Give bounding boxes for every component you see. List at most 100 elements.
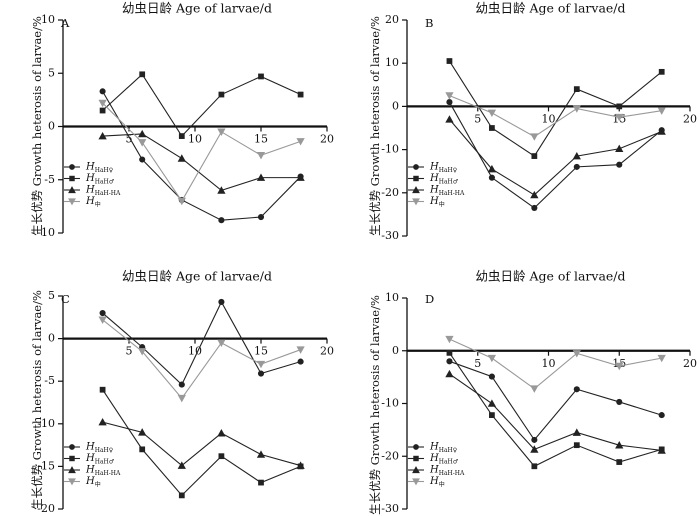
data-point	[256, 173, 266, 181]
x-tick-label: 10	[542, 112, 556, 125]
chart-title: 幼虫日龄 Age of larvae/d	[122, 1, 272, 16]
series-4	[445, 335, 666, 393]
data-point	[177, 394, 186, 403]
data-point	[177, 154, 186, 162]
legend-marker	[68, 198, 76, 206]
legend-marker	[68, 466, 76, 474]
data-point	[217, 339, 226, 347]
series-line	[102, 102, 301, 203]
legend-marker	[412, 478, 420, 486]
x-tick-label: 20	[683, 112, 697, 125]
legend-label: HHaH♂	[85, 173, 114, 185]
data-point	[615, 362, 624, 371]
series-line	[102, 421, 301, 467]
data-point	[217, 186, 226, 194]
legend-label: H中	[429, 196, 445, 208]
x-tick-label: 20	[320, 133, 334, 146]
data-point	[530, 133, 539, 141]
panel-label: A	[60, 16, 70, 30]
data-point	[217, 429, 226, 437]
data-point	[446, 58, 453, 64]
series-line	[102, 389, 301, 497]
data-point	[657, 127, 666, 135]
y-tick-label: -5	[44, 173, 55, 186]
data-point	[256, 450, 266, 458]
y-tick-label: 10	[41, 13, 55, 26]
legend-subscript: 中	[95, 200, 101, 208]
series-line	[102, 319, 301, 400]
y-tick-label: -20	[37, 502, 55, 515]
data-point	[657, 446, 666, 454]
y-tick-label: -20	[381, 449, 399, 462]
data-point	[139, 446, 146, 453]
legend-subscript: HaH♀	[439, 167, 457, 174]
series-1	[99, 298, 304, 388]
data-point	[297, 91, 304, 98]
data-point	[98, 99, 107, 108]
legend-label: H中	[85, 476, 101, 488]
data-point	[178, 133, 185, 139]
legend-label: HHaH♂	[85, 453, 114, 465]
x-tick-label: 10	[188, 133, 202, 146]
data-point	[256, 360, 266, 369]
panel-label: D	[425, 292, 434, 306]
legend-marker	[69, 164, 75, 170]
chart-title: 幼虫日龄 Age of larvae/d	[122, 269, 272, 284]
data-point	[572, 350, 581, 358]
panel-label: C	[61, 292, 70, 306]
y-tick-label: -30	[381, 229, 399, 242]
y-tick-label: 0	[392, 344, 399, 357]
y-tick-label: -10	[381, 397, 399, 410]
series-line	[102, 91, 301, 221]
y-tick-label: 20	[385, 13, 399, 26]
data-point	[218, 298, 225, 306]
series-4	[98, 316, 305, 403]
data-point	[256, 151, 266, 160]
series-4	[98, 99, 305, 206]
y-tick-label: -30	[381, 502, 399, 515]
legend-subscript: HaH♀	[95, 167, 113, 174]
data-point	[217, 128, 226, 136]
legend-subscript: HaH♂	[95, 178, 114, 185]
data-point	[531, 463, 538, 470]
panel-c: 幼虫日龄 Age of larvae/d C 生长优势 Growth heteros…	[30, 269, 334, 516]
y-tick-label: -10	[381, 143, 399, 156]
legend-marker	[412, 198, 420, 206]
data-point	[138, 129, 147, 138]
series-line	[449, 373, 662, 451]
data-point	[615, 441, 624, 449]
data-point	[531, 153, 538, 159]
data-point	[139, 71, 146, 78]
y-axis-label: 生长优势 Growth heterosis of larvae/%	[30, 16, 44, 236]
data-point	[530, 385, 539, 393]
data-point	[572, 428, 581, 436]
legend-marker	[413, 455, 419, 462]
series-3	[98, 129, 305, 194]
data-point	[488, 174, 495, 181]
legend-subscript: HaH♂	[439, 458, 458, 465]
y-tick-label: 10	[385, 291, 399, 304]
data-point	[616, 459, 623, 465]
series-line	[102, 73, 301, 137]
panel-label: B	[425, 16, 433, 30]
x-tick-label: 15	[254, 133, 268, 146]
data-point	[615, 144, 624, 153]
data-point	[98, 131, 107, 140]
y-tick-label: 0	[392, 99, 399, 112]
data-point	[258, 479, 264, 486]
data-point	[658, 412, 665, 419]
data-point	[572, 105, 581, 113]
legend-subscript: HaH♂	[95, 458, 114, 465]
legend-label: H中	[429, 476, 445, 488]
series-line	[102, 300, 301, 386]
data-point	[445, 335, 454, 344]
data-point	[530, 190, 539, 199]
series-2	[99, 71, 304, 139]
legend-subscript: HaH♂	[439, 178, 458, 185]
y-axis-label: 生长优势 Growth heterosis of larvae/%	[30, 290, 44, 510]
data-point	[657, 354, 666, 363]
data-point	[446, 349, 453, 356]
legend-subscript: 中	[439, 480, 445, 488]
